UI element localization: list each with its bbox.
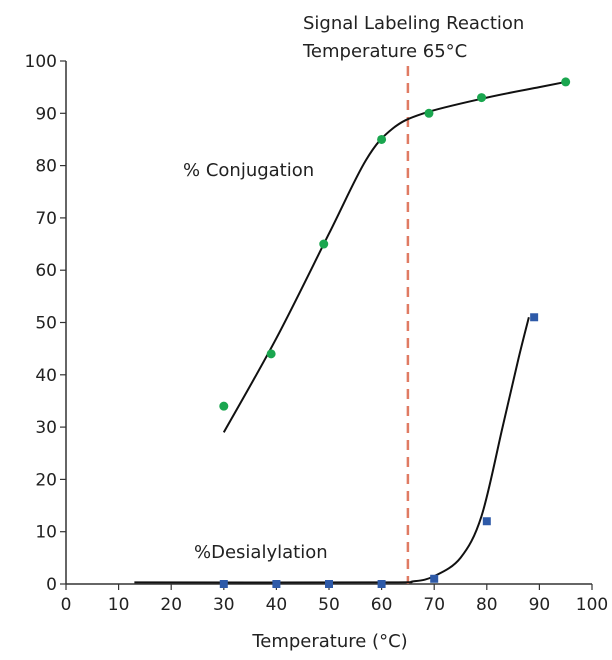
x-tick-label: 60 bbox=[371, 595, 393, 615]
plot-marks bbox=[134, 66, 571, 588]
point-conjugation bbox=[219, 401, 229, 411]
reaction-annotation: Signal Labeling Reaction Temperature 65°… bbox=[302, 13, 524, 62]
point-desialylation bbox=[219, 580, 228, 588]
point-conjugation bbox=[377, 134, 387, 144]
x-tick-label: 70 bbox=[423, 595, 445, 615]
point-conjugation bbox=[561, 77, 571, 87]
x-tick-label: 100 bbox=[576, 595, 608, 615]
point-conjugation bbox=[266, 349, 276, 359]
x-tick-label: 90 bbox=[529, 595, 551, 615]
point-conjugation bbox=[424, 108, 434, 118]
y-tick-label: 50 bbox=[35, 314, 57, 334]
y-tick-label: 80 bbox=[35, 157, 57, 177]
x-tick-label: 80 bbox=[476, 595, 498, 615]
point-desialylation bbox=[530, 313, 539, 322]
point-desialylation bbox=[482, 517, 491, 526]
axes: 0 10 20 30 40 50 60 70 80 90 100 0 10 20 30 40 50 60 70 80 9… bbox=[25, 52, 609, 615]
point-desialylation bbox=[430, 574, 439, 583]
y-tick-label: 30 bbox=[35, 418, 57, 438]
y-tick-label: 60 bbox=[35, 261, 57, 281]
series-label-desialylation: %Desialylation bbox=[194, 542, 328, 563]
series-label-conjugation: % Conjugation bbox=[183, 160, 314, 181]
point-conjugation bbox=[319, 239, 329, 249]
point-desialylation bbox=[272, 580, 281, 588]
y-tick-label: 10 bbox=[35, 523, 57, 543]
point-desialylation bbox=[377, 580, 386, 588]
x-tick-label: 0 bbox=[61, 595, 72, 615]
y-tick-label: 100 bbox=[25, 52, 57, 72]
point-conjugation bbox=[477, 93, 487, 103]
x-tick-label: 40 bbox=[266, 595, 288, 615]
x-axis-label: Temperature (°C) bbox=[251, 631, 407, 652]
series-curve-desialylation bbox=[134, 317, 530, 584]
y-tick-label: 0 bbox=[46, 575, 57, 595]
x-tick-label: 10 bbox=[108, 595, 130, 615]
series-labels: % Conjugation %Desialylation bbox=[183, 160, 328, 563]
reaction-label-line1: Signal Labeling Reaction bbox=[303, 13, 524, 34]
reaction-label-line2: Temperature 65°C bbox=[302, 41, 467, 62]
x-tick-label: 20 bbox=[160, 595, 182, 615]
x-tick-label: 50 bbox=[318, 595, 340, 615]
y-tick-label: 90 bbox=[35, 104, 57, 124]
y-tick-label: 40 bbox=[35, 366, 57, 386]
y-tick-label: 20 bbox=[35, 470, 57, 490]
point-desialylation bbox=[325, 580, 333, 588]
x-tick-label: 30 bbox=[213, 595, 235, 615]
y-tick-label: 70 bbox=[35, 209, 57, 229]
